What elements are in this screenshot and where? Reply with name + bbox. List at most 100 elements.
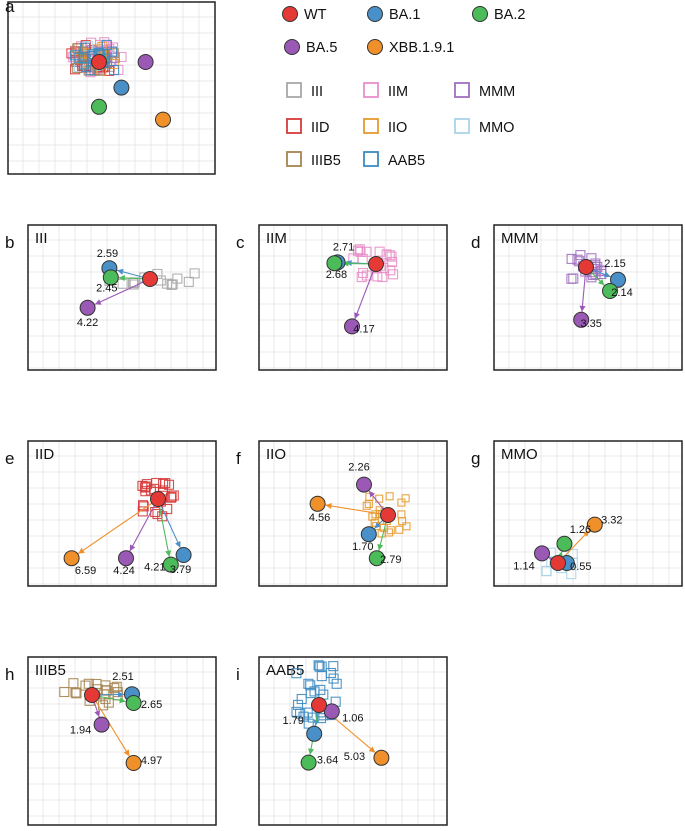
distance-label: 2.15 — [604, 258, 625, 270]
panel-frame — [258, 440, 448, 587]
serum-point-IIO — [377, 529, 386, 538]
panel-letter: g — [471, 449, 480, 468]
serum-point-AAB5 — [313, 660, 324, 671]
arrow-BA.5 — [94, 278, 151, 305]
serum-point-IIO — [395, 525, 404, 534]
panel-i: i AAB5 1.79 3.64 1.06 5.03 — [236, 656, 448, 826]
serum-point-MMM — [568, 273, 579, 284]
arrowhead-XBB.1.9.1 — [582, 530, 590, 537]
arrowhead-BA.5 — [579, 305, 586, 312]
virus-point-BA.2 — [326, 255, 343, 272]
legend-label: IIO — [388, 120, 407, 136]
virus-point-XBB.1.9.1 — [125, 755, 142, 771]
distance-label: 5.03 — [344, 751, 365, 763]
serum-point-IID — [158, 478, 169, 489]
serum-point-AAB5 — [315, 684, 326, 695]
serum-point-AAB5 — [328, 661, 339, 672]
virus-point-WT — [550, 555, 566, 571]
virus-point-BA.5 — [534, 545, 550, 562]
serum-point-MMO — [541, 565, 552, 576]
legend-item-IID: IID — [286, 118, 330, 136]
distance-label: 4.97 — [141, 755, 162, 767]
virus-point-BA.5 — [79, 299, 96, 316]
distance-label: 1.14 — [513, 560, 534, 572]
legend-swatch — [286, 151, 302, 167]
arrowhead-BA.2 — [598, 279, 605, 286]
panel-a: a — [5, 0, 216, 175]
panel-letter: a — [5, 0, 15, 16]
distance-label: 4.56 — [309, 512, 330, 524]
arrow-BA.5 — [354, 263, 377, 320]
panel-title: MMM — [501, 230, 539, 247]
distance-label: 4.22 — [77, 317, 98, 329]
legend-label: IIM — [388, 84, 408, 100]
legend-label: III — [311, 84, 323, 100]
distance-label: 6.59 — [75, 565, 96, 577]
virus-point-BA.5 — [344, 318, 360, 335]
panel-e: e IID 3.79 4.21 4.24 6.59 — [5, 440, 217, 587]
legend-swatch — [284, 39, 300, 55]
arrowhead-XBB.1.9.1 — [325, 503, 332, 509]
serum-point-AAB5 — [79, 42, 91, 53]
serum-point-IIO — [397, 510, 406, 519]
grid — [28, 225, 216, 370]
panel-h: h IIIB5 2.51 2.65 1.94 4.97 — [5, 656, 217, 826]
panel-frame — [27, 656, 217, 826]
serum-point-MMO — [83, 41, 94, 52]
serum-point-MMM — [596, 265, 607, 276]
serum-point-AAB5 — [303, 678, 314, 689]
serum-point-IIM — [374, 246, 385, 257]
serum-point-IIM — [384, 250, 395, 261]
serum-point-AAB5 — [73, 52, 84, 63]
legend-item-IIIB5: IIIB5 — [286, 151, 341, 169]
distance-label: 4.24 — [113, 565, 134, 577]
arrow-BA.2 — [157, 498, 170, 557]
virus-point-BA.2 — [368, 550, 385, 567]
distance-label: 0.55 — [570, 561, 591, 573]
serum-point-IIM — [354, 244, 365, 255]
legend-item-MMO: MMO — [454, 118, 514, 136]
arrowhead-BA.5 — [129, 544, 136, 552]
legend-label: BA.5 — [306, 40, 337, 56]
legend-swatch — [367, 39, 383, 55]
serum-point-IIIB5 — [59, 686, 70, 698]
legend-swatch — [363, 151, 379, 167]
virus-point-BA.1 — [610, 271, 626, 288]
virus-point-WT — [311, 697, 327, 713]
distance-label: 2.45 — [96, 282, 117, 294]
distance-label: 4.21 — [144, 562, 165, 574]
legend-label: XBB.1.9.1 — [389, 40, 454, 56]
serum-point-IIIB5 — [71, 688, 82, 699]
panel-frame — [258, 224, 448, 371]
legend-item-IIM: IIM — [363, 82, 408, 100]
serum-point-AAB5 — [291, 668, 302, 679]
legend-label: AAB5 — [388, 153, 425, 169]
legend-swatch — [363, 118, 379, 134]
virus-point-WT — [578, 259, 594, 275]
serum-point-IIM — [387, 256, 398, 268]
distance-label: 2.65 — [141, 699, 162, 711]
distance-label: 3.35 — [580, 318, 601, 330]
panel-frame — [258, 656, 448, 826]
serum-point-AAB5 — [331, 678, 342, 689]
virus-point-XBB.1.9.1 — [155, 111, 171, 128]
grid — [28, 657, 216, 825]
arrowhead-BA.2 — [118, 275, 125, 281]
serum-point-IIM — [116, 51, 127, 63]
serum-point-AAB5 — [292, 699, 304, 710]
virus-point-BA.2 — [91, 98, 107, 115]
legend-item-BA.5: BA.5 — [284, 39, 337, 56]
virus-point-BA.1 — [306, 725, 323, 742]
virus-point-WT — [91, 54, 107, 70]
panel-frame — [7, 1, 216, 175]
virus-point-BA.2 — [125, 695, 142, 711]
virus-point-BA.5 — [118, 550, 134, 567]
serum-point-IID — [140, 486, 151, 497]
panel-frame — [27, 440, 217, 587]
panel-frame — [493, 440, 683, 587]
arrow-XBB.1.9.1 — [325, 504, 389, 516]
arrowhead-BA.2 — [377, 543, 384, 551]
distance-label: 3.79 — [170, 564, 191, 576]
panel-title: AAB5 — [266, 662, 304, 679]
arrowhead-BA.2 — [119, 697, 126, 704]
